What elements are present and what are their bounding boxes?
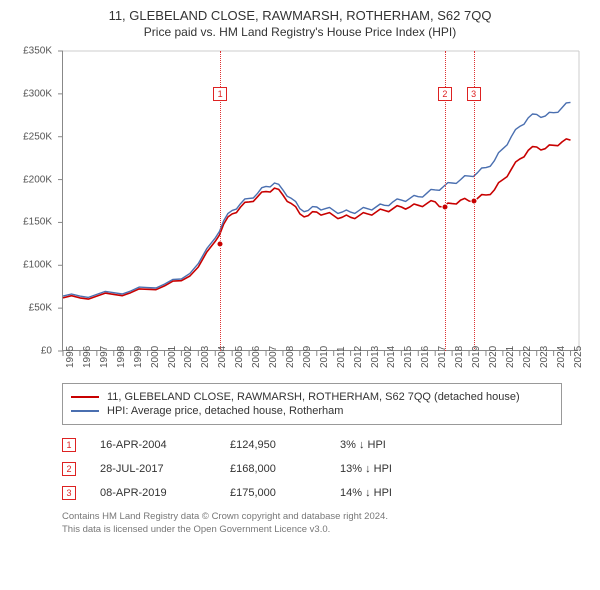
y-axis-label: £0 bbox=[41, 346, 52, 357]
x-axis-label: 2002 bbox=[183, 346, 194, 368]
tx-date: 16-APR-2004 bbox=[100, 439, 230, 451]
footer-attribution: Contains HM Land Registry data © Crown c… bbox=[62, 511, 586, 537]
plot-area: 1 2 3 bbox=[62, 51, 578, 351]
x-axis-label: 2003 bbox=[200, 346, 211, 368]
chart-title: 11, GLEBELAND CLOSE, RAWMARSH, ROTHERHAM… bbox=[14, 8, 586, 23]
transaction-point-icon bbox=[470, 198, 477, 205]
tx-diff: 14% ↓ HPI bbox=[340, 487, 460, 499]
x-axis-label: 2022 bbox=[522, 346, 533, 368]
tx-date: 28-JUL-2017 bbox=[100, 463, 230, 475]
x-axis-label: 2018 bbox=[454, 346, 465, 368]
transaction-table: 1 16-APR-2004 £124,950 3% ↓ HPI 2 28-JUL… bbox=[62, 433, 562, 505]
x-axis-label: 2005 bbox=[234, 346, 245, 368]
y-axis-label: £50K bbox=[29, 303, 52, 314]
x-axis-label: 2021 bbox=[505, 346, 516, 368]
legend-label: 11, GLEBELAND CLOSE, RAWMARSH, ROTHERHAM… bbox=[107, 391, 520, 403]
tx-diff: 13% ↓ HPI bbox=[340, 463, 460, 475]
x-axis-label: 2001 bbox=[167, 346, 178, 368]
x-axis-label: 2007 bbox=[268, 346, 279, 368]
x-axis-label: 2016 bbox=[420, 346, 431, 368]
event-marker-box: 2 bbox=[438, 87, 452, 101]
chart-subtitle: Price paid vs. HM Land Registry's House … bbox=[14, 25, 586, 39]
x-axis-label: 2020 bbox=[488, 346, 499, 368]
y-axis-label: £200K bbox=[23, 174, 52, 185]
x-axis-label: 2013 bbox=[370, 346, 381, 368]
legend-swatch bbox=[71, 396, 99, 398]
legend-label: HPI: Average price, detached house, Roth… bbox=[107, 405, 343, 417]
x-axis-label: 1999 bbox=[133, 346, 144, 368]
x-axis-label: 2014 bbox=[386, 346, 397, 368]
x-axis-label: 2019 bbox=[471, 346, 482, 368]
x-axis-label: 2025 bbox=[573, 346, 584, 368]
transaction-point-icon bbox=[217, 240, 224, 247]
chart-area: 1 2 3 £0 £50K £100K £150K £200K £250K £300K £350K… bbox=[14, 47, 586, 377]
tx-marker-icon: 3 bbox=[62, 486, 76, 500]
x-axis-label: 2017 bbox=[437, 346, 448, 368]
x-axis-label: 2008 bbox=[285, 346, 296, 368]
x-axis-label: 2015 bbox=[403, 346, 414, 368]
x-axis-label: 1997 bbox=[99, 346, 110, 368]
plot-svg bbox=[63, 51, 579, 351]
footer-line: Contains HM Land Registry data © Crown c… bbox=[62, 511, 586, 524]
y-axis-label: £250K bbox=[23, 131, 52, 142]
x-axis-label: 1998 bbox=[116, 346, 127, 368]
legend-row: HPI: Average price, detached house, Roth… bbox=[71, 404, 553, 418]
transaction-row: 3 08-APR-2019 £175,000 14% ↓ HPI bbox=[62, 481, 562, 505]
event-marker-box: 3 bbox=[467, 87, 481, 101]
tx-price: £124,950 bbox=[230, 439, 340, 451]
y-axis-label: £100K bbox=[23, 260, 52, 271]
x-axis-label: 2004 bbox=[217, 346, 228, 368]
tx-diff: 3% ↓ HPI bbox=[340, 439, 460, 451]
tx-marker-icon: 2 bbox=[62, 462, 76, 476]
footer-line: This data is licensed under the Open Gov… bbox=[62, 524, 586, 537]
x-axis-label: 1995 bbox=[65, 346, 76, 368]
x-axis-label: 2009 bbox=[302, 346, 313, 368]
event-marker-box: 1 bbox=[213, 87, 227, 101]
legend-swatch bbox=[71, 410, 99, 412]
x-axis-label: 1996 bbox=[82, 346, 93, 368]
x-axis-label: 2000 bbox=[150, 346, 161, 368]
tx-price: £168,000 bbox=[230, 463, 340, 475]
legend-box: 11, GLEBELAND CLOSE, RAWMARSH, ROTHERHAM… bbox=[62, 383, 562, 425]
transaction-point-icon bbox=[441, 204, 448, 211]
transaction-row: 1 16-APR-2004 £124,950 3% ↓ HPI bbox=[62, 433, 562, 457]
y-axis-label: £300K bbox=[23, 88, 52, 99]
x-axis-label: 2023 bbox=[539, 346, 550, 368]
x-axis-label: 2024 bbox=[556, 346, 567, 368]
x-axis-label: 2010 bbox=[319, 346, 330, 368]
y-axis-label: £150K bbox=[23, 217, 52, 228]
tx-marker-icon: 1 bbox=[62, 438, 76, 452]
transaction-row: 2 28-JUL-2017 £168,000 13% ↓ HPI bbox=[62, 457, 562, 481]
chart-container: 11, GLEBELAND CLOSE, RAWMARSH, ROTHERHAM… bbox=[0, 0, 600, 541]
x-axis-label: 2011 bbox=[336, 346, 347, 368]
y-axis-label: £350K bbox=[23, 46, 52, 57]
tx-date: 08-APR-2019 bbox=[100, 487, 230, 499]
tx-price: £175,000 bbox=[230, 487, 340, 499]
legend-row: 11, GLEBELAND CLOSE, RAWMARSH, ROTHERHAM… bbox=[71, 390, 553, 404]
x-axis-label: 2006 bbox=[251, 346, 262, 368]
x-axis-label: 2012 bbox=[353, 346, 364, 368]
